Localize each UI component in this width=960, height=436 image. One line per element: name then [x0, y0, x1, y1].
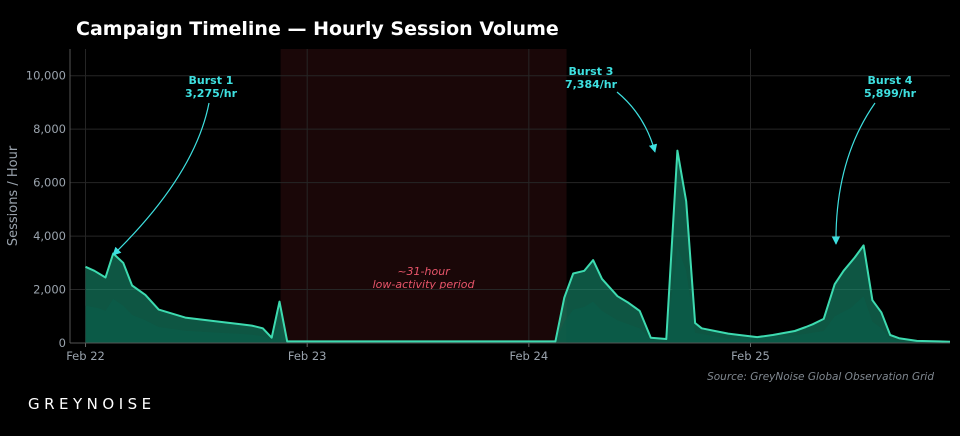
plot-area — [85, 149, 951, 343]
annotation-arrow — [112, 102, 210, 256]
series-total-line — [85, 149, 951, 343]
axes: 0 2,000 4,000 6,000 8,000 10,000 Feb 22 Feb 23 F… — [26, 49, 950, 363]
y-tick-label: 2,000 — [33, 283, 66, 297]
annotation-label: 5,899/hr — [864, 87, 917, 100]
low-activity-band — [280, 49, 567, 343]
x-tick-label: Feb 24 — [510, 349, 549, 363]
x-tick-label: Feb 25 — [731, 349, 770, 363]
annotation-label: 3,275/hr — [185, 87, 238, 100]
y-tick-label: 8,000 — [33, 122, 66, 136]
annotation-label: 7,384/hr — [565, 78, 618, 91]
annotation-arrow — [616, 91, 658, 153]
source-note: Source: GreyNoise Global Observation Gri… — [707, 371, 934, 383]
annotation-arrow — [831, 102, 876, 245]
y-tick-label: 0 — [59, 336, 66, 350]
chart-title: Campaign Timeline — Hourly Session Volum… — [76, 18, 559, 40]
shaded-region-label: low-activity period — [373, 278, 476, 291]
annotation-label: Burst 1 — [189, 74, 234, 87]
x-tick-label: Feb 22 — [66, 349, 105, 363]
shaded-region-label: ~31-hour — [397, 265, 451, 278]
y-tick-label: 10,000 — [26, 69, 66, 83]
x-tick-label: Feb 23 — [288, 349, 327, 363]
y-axis-label: Sessions / Hour — [6, 145, 21, 246]
series-inner-area — [85, 246, 950, 343]
annotation-label: Burst 3 — [569, 65, 614, 78]
brand-logo: GREYNOISE — [28, 395, 156, 413]
y-tick-label: 6,000 — [33, 176, 66, 190]
annotations: Burst 13,275/hr Burst 37,384/hr Burst 45,8… — [112, 65, 917, 256]
y-tick-label: 4,000 — [33, 229, 66, 243]
annotation-label: Burst 4 — [868, 74, 913, 87]
